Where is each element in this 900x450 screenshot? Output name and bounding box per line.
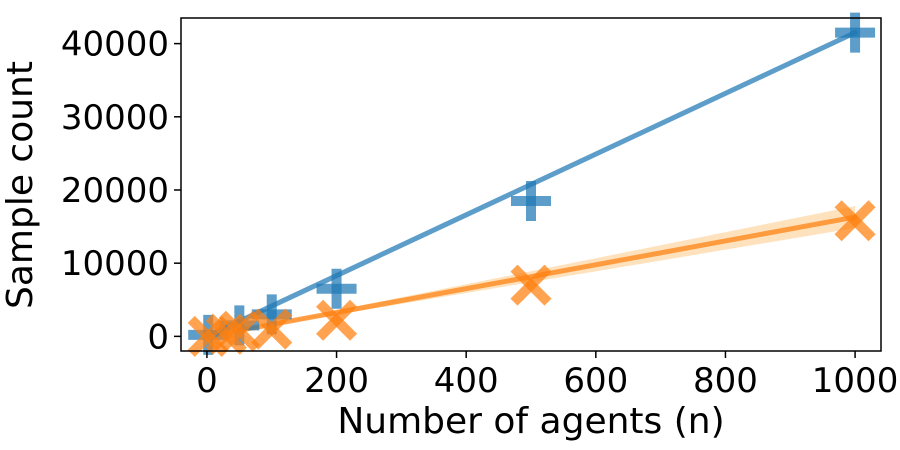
y-axis-label: Sample count: [0, 61, 41, 309]
x-tick-label: 600: [563, 361, 628, 401]
y-tick-label: 30000: [61, 98, 169, 138]
series-0-point: [511, 180, 551, 221]
series-1-point: [510, 264, 552, 306]
x-axis-label: Number of agents (n): [337, 401, 724, 442]
marker-stroke: [251, 308, 293, 350]
plot-area: [187, 12, 876, 357]
x-tick-label: 400: [434, 361, 499, 401]
series-0-point: [835, 12, 876, 53]
marker-stroke: [218, 310, 260, 352]
marker-stroke: [316, 299, 358, 341]
series-1-point: [834, 200, 876, 242]
plot-frame: [180, 17, 882, 352]
series-1-point: [218, 310, 260, 352]
x-tick-label: 0: [196, 361, 218, 401]
series-1-point: [251, 308, 293, 350]
series-1-confidence-band: [206, 206, 856, 337]
y-tick-label: 0: [147, 317, 169, 357]
series-1-fit-line: [204, 214, 858, 339]
marker-stroke: [510, 264, 552, 306]
x-tick-label: 1000: [812, 361, 899, 401]
y-tick-label: 40000: [61, 25, 169, 65]
marker-stroke: [834, 200, 876, 242]
y-tick-label: 20000: [61, 171, 169, 211]
y-tick-label: 10000: [61, 244, 169, 284]
series-1-point: [316, 299, 358, 341]
series-0-point: [316, 268, 357, 309]
x-tick-label: 200: [304, 361, 369, 401]
x-tick-label: 800: [693, 361, 758, 401]
